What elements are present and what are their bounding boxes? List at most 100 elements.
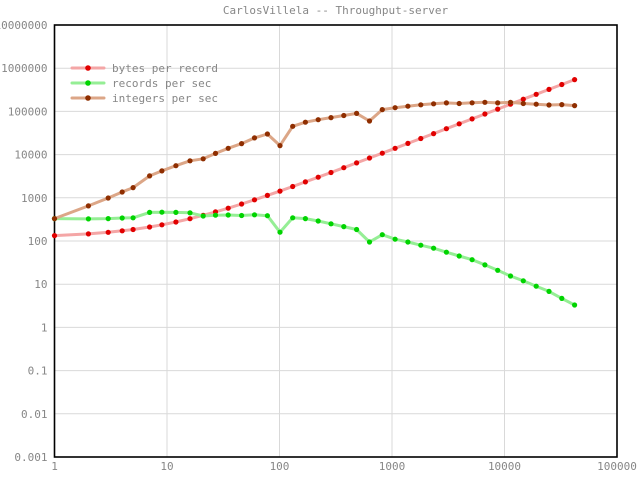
- series-point-records-per-sec: [302, 216, 308, 222]
- series-point-integers-per-sec: [328, 115, 334, 121]
- series-point-bytes-per-record: [520, 96, 526, 102]
- series-point-bytes-per-record: [456, 121, 462, 127]
- series-point-integers-per-sec: [341, 112, 347, 119]
- series-point-bytes-per-record: [225, 205, 231, 211]
- series-point-records-per-sec: [520, 278, 526, 284]
- y-tick-label: 1: [41, 321, 48, 334]
- series-point-bytes-per-record: [290, 183, 296, 190]
- series-point-bytes-per-record: [130, 226, 136, 233]
- x-tick-label: 100000: [597, 460, 637, 473]
- series-point-integers-per-sec: [366, 118, 373, 124]
- series-point-records-per-sec: [392, 236, 398, 242]
- series-point-records-per-sec: [328, 221, 334, 227]
- series-point-integers-per-sec: [469, 100, 475, 106]
- series-point-records-per-sec: [173, 209, 179, 215]
- series-point-records-per-sec: [187, 210, 193, 216]
- series-point-integers-per-sec: [533, 101, 539, 107]
- series-point-records-per-sec: [533, 283, 539, 289]
- legend-swatch-point: [85, 65, 91, 71]
- plot-border: [53, 24, 618, 458]
- series-point-bytes-per-record: [264, 192, 270, 198]
- series-point-bytes-per-record: [482, 111, 488, 117]
- series-point-integers-per-sec: [431, 101, 437, 107]
- series-point-integers-per-sec: [559, 102, 565, 108]
- series-point-integers-per-sec: [130, 185, 136, 191]
- series-line-records-per-sec: [53, 210, 577, 307]
- series-point-integers-per-sec: [225, 145, 231, 151]
- series-point-integers-per-sec: [277, 143, 283, 149]
- y-tick-label: 10: [34, 278, 47, 291]
- series-point-bytes-per-record: [392, 145, 398, 151]
- y-tick-label: 100: [28, 235, 48, 248]
- series-point-integers-per-sec: [290, 123, 296, 129]
- series-point-records-per-sec: [212, 212, 219, 218]
- series-point-bytes-per-record: [51, 233, 58, 239]
- legend-label: bytes per record: [112, 62, 218, 75]
- series-point-records-per-sec: [507, 273, 514, 279]
- series-point-integers-per-sec: [85, 203, 91, 209]
- series-point-bytes-per-record: [239, 201, 245, 207]
- series-point-integers-per-sec: [482, 99, 488, 105]
- series-point-integers-per-sec: [405, 103, 411, 109]
- series-point-bytes-per-record: [147, 224, 153, 230]
- series-point-records-per-sec: [418, 242, 424, 248]
- y-tick-label: 1000: [21, 192, 48, 205]
- series-point-records-per-sec: [469, 257, 475, 263]
- series-point-records-per-sec: [85, 216, 91, 222]
- series-point-integers-per-sec: [105, 195, 111, 201]
- series-point-bytes-per-record: [431, 131, 437, 137]
- series-point-records-per-sec: [559, 295, 565, 301]
- series-point-integers-per-sec: [200, 156, 206, 162]
- series-point-records-per-sec: [130, 215, 136, 221]
- series-point-records-per-sec: [354, 226, 360, 233]
- x-tick-label: 100: [270, 460, 290, 473]
- series-point-bytes-per-record: [315, 174, 321, 180]
- series-point-records-per-sec: [290, 215, 296, 221]
- series-point-integers-per-sec: [546, 102, 552, 108]
- legend-label: integers per sec: [112, 92, 218, 105]
- legend-swatch-point: [85, 80, 91, 86]
- series-point-integers-per-sec: [51, 216, 58, 222]
- series-point-records-per-sec: [200, 213, 206, 219]
- series-point-integers-per-sec: [315, 117, 321, 123]
- series-point-records-per-sec: [239, 212, 245, 219]
- series-point-bytes-per-record: [159, 222, 165, 228]
- series-point-bytes-per-record: [302, 179, 308, 185]
- series-point-records-per-sec: [105, 216, 111, 222]
- series-point-integers-per-sec: [119, 189, 125, 195]
- series-point-integers-per-sec: [212, 150, 219, 156]
- series-point-integers-per-sec: [264, 131, 270, 137]
- series-point-records-per-sec: [482, 262, 488, 268]
- x-tick-label: 10: [160, 460, 173, 473]
- series-point-records-per-sec: [147, 209, 153, 215]
- series-point-bytes-per-record: [187, 216, 193, 222]
- series-point-bytes-per-record: [495, 106, 501, 112]
- y-tick-label: 10000000: [0, 19, 48, 32]
- series-point-records-per-sec: [456, 253, 462, 259]
- series-point-records-per-sec: [495, 267, 501, 273]
- y-tick-label: 0.1: [28, 365, 48, 378]
- series-point-records-per-sec: [315, 218, 321, 224]
- y-tick-label: 100000: [8, 105, 48, 118]
- series-point-bytes-per-record: [379, 150, 385, 156]
- y-tick-label: 0.001: [14, 451, 47, 464]
- series-point-integers-per-sec: [572, 103, 578, 109]
- chart-title: CarlosVillela -- Throughput-server: [222, 4, 449, 17]
- series-point-records-per-sec: [251, 212, 258, 218]
- series-point-records-per-sec: [443, 249, 449, 255]
- series-point-records-per-sec: [225, 212, 231, 218]
- series-point-bytes-per-record: [354, 160, 360, 166]
- series-point-records-per-sec: [341, 224, 347, 230]
- series-point-integers-per-sec: [159, 168, 165, 174]
- series-line-integers-per-sec: [53, 100, 577, 221]
- series-point-bytes-per-record: [418, 135, 424, 142]
- series-point-integers-per-sec: [520, 100, 526, 107]
- y-tick-label: 10000: [14, 149, 47, 162]
- x-tick-label: 1: [51, 460, 58, 473]
- series-point-integers-per-sec: [239, 141, 245, 147]
- x-tick-label: 10000: [488, 460, 521, 473]
- series-point-integers-per-sec: [456, 100, 462, 107]
- series-point-integers-per-sec: [418, 102, 424, 108]
- series-point-records-per-sec: [431, 245, 437, 251]
